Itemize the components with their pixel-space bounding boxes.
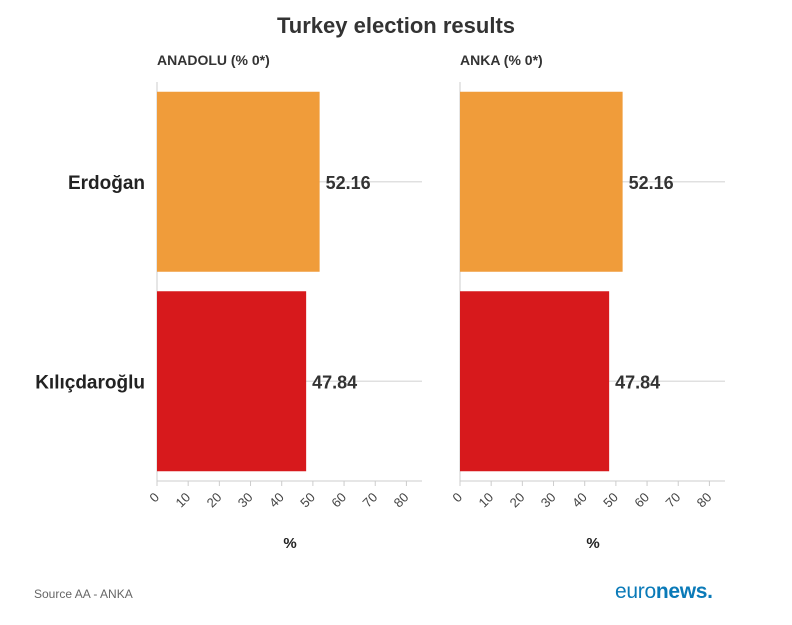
bar [460, 291, 610, 472]
x-tick-label: 60 [328, 490, 349, 511]
source-note: Source AA - ANKA [34, 587, 133, 601]
logo-part-euro: euro [615, 580, 656, 603]
x-tick-label: 10 [475, 490, 496, 511]
x-tick-label: 70 [360, 490, 381, 511]
x-tick-label: 0 [146, 490, 162, 506]
data-label: 47.84 [615, 372, 660, 392]
data-label: 52.16 [629, 173, 674, 193]
x-tick-label: 50 [600, 490, 621, 511]
data-label: 52.16 [326, 173, 371, 193]
x-axis-title: % [283, 535, 296, 552]
x-tick-label: 50 [297, 490, 318, 511]
euronews-logo: euronews. [615, 580, 713, 604]
x-tick-label: 20 [204, 490, 225, 511]
chart-title: Turkey election results [276, 13, 515, 38]
x-tick-label: 40 [569, 490, 590, 511]
x-tick-label: 0 [449, 490, 465, 506]
x-tick-label: 30 [235, 490, 256, 511]
x-tick-label: 30 [538, 490, 559, 511]
bar [157, 291, 307, 472]
x-tick-label: 70 [663, 490, 684, 511]
x-tick-label: 80 [391, 490, 412, 511]
logo-part-news: news. [655, 580, 713, 603]
category-label: Erdoğan [68, 173, 145, 194]
x-tick-label: 80 [694, 490, 715, 511]
category-label: Kılıçdaroğlu [35, 372, 145, 393]
x-tick-label: 60 [631, 490, 652, 511]
bar [460, 91, 623, 272]
x-tick-label: 20 [507, 490, 528, 511]
x-tick-label: 40 [266, 490, 287, 511]
x-axis-title: % [586, 535, 599, 552]
panel-title: ANADOLU (% 0*) [157, 52, 270, 68]
data-label: 47.84 [312, 372, 357, 392]
bar [157, 91, 320, 272]
x-tick-label: 10 [172, 490, 193, 511]
panel-title: ANKA (% 0*) [460, 52, 543, 68]
